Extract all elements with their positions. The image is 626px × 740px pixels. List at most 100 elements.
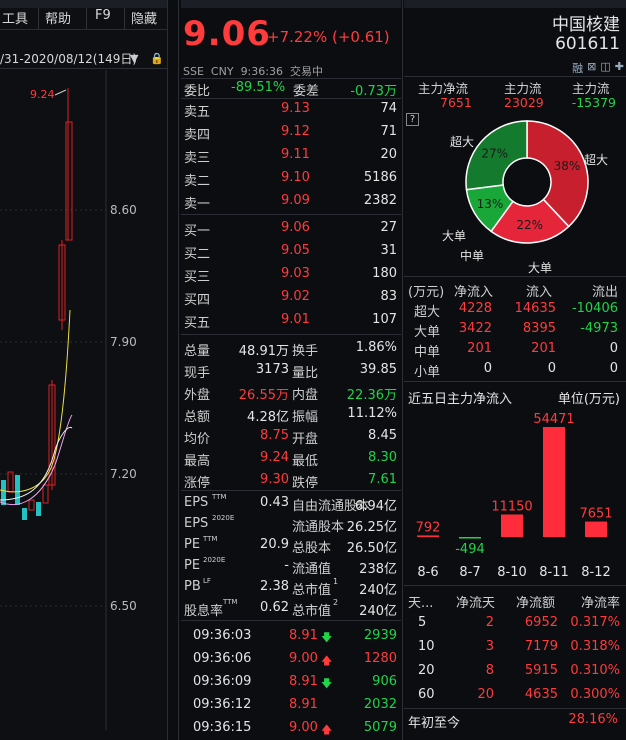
bid-price: 9.05	[281, 243, 310, 258]
pie-slice	[526, 120, 589, 228]
stat-label: 涨停	[184, 476, 211, 491]
bid-row[interactable]: 买二 9.05 31	[181, 241, 401, 264]
tools-menu[interactable]: 工具	[2, 12, 29, 27]
bid-price: 9.02	[281, 289, 310, 304]
tick-time: 09:36:12	[193, 697, 252, 712]
fundamental-label: EPS	[184, 495, 209, 510]
fundamental-label: 自由流通股本	[292, 499, 371, 514]
bar-category-label: 8-11	[539, 565, 569, 580]
bar-category-label: 8-6	[417, 565, 438, 580]
tick-time: 09:36:15	[193, 720, 252, 735]
help-icon[interactable]: ?	[406, 113, 419, 126]
net-days-count: 8	[485, 663, 494, 678]
tick-row: 09:36:09 8.91 🡇 906	[181, 671, 401, 694]
net-days-count: 2	[485, 615, 494, 630]
fundamental-value: 0.62	[260, 600, 289, 615]
bar-8-11	[543, 427, 565, 537]
flow-panel: 中国核建 601611 融 ⊠ ◫ ✚ 主力净流 主力流 主力流 7651 23…	[404, 0, 626, 740]
stat-value: 8.30	[368, 450, 397, 465]
commission-ratio-label: 委比	[184, 84, 211, 99]
bid-volume: 83	[380, 289, 397, 304]
ask-price: 9.09	[281, 193, 310, 208]
ask-row[interactable]: 卖二 9.10 5186	[181, 168, 401, 191]
bid-price: 9.06	[281, 220, 310, 235]
bid-label: 买四	[184, 293, 211, 308]
fundamental-label: 总股本	[292, 541, 332, 556]
bid-row[interactable]: 买一 9.06 27	[181, 218, 401, 241]
flow-table-row: 超大 4228 14635 -10406	[404, 299, 626, 320]
bid-label: 买五	[184, 316, 211, 331]
net-days-header-rate: 净流率	[580, 596, 620, 611]
pie-outer-label: 超大	[584, 152, 608, 167]
toolbar: 工具 帮助 F9 隐藏	[0, 8, 167, 30]
ask-row[interactable]: 卖四 9.12 71	[181, 122, 401, 145]
fundamental-sup: 1	[333, 577, 339, 586]
main-out-value: -15379	[571, 95, 616, 110]
tick-row: 09:36:12 8.91 2032	[181, 694, 401, 717]
bar-value-label: 11150	[491, 499, 532, 514]
bid-row[interactable]: 买三 9.03 180	[181, 264, 401, 287]
bar-value-label: -494	[455, 542, 485, 557]
bar-8-6	[417, 535, 439, 537]
tick-price: 9.00	[289, 720, 318, 735]
stat-row: 涨停 9.30 跌停 7.61	[181, 470, 401, 491]
margin-icon[interactable]: 融	[572, 62, 584, 75]
flow-table-row: 大单 3422 8395 -4973	[404, 319, 626, 340]
stat-value: 8.45	[368, 428, 397, 443]
stat-label: 换手	[292, 344, 319, 359]
ask-label: 卖五	[184, 105, 211, 120]
five-day-unit: 单位(万元)	[557, 392, 620, 407]
flow-row-out: -10406	[571, 301, 618, 316]
edit-icon[interactable]: ⊠	[587, 60, 597, 73]
fundamental-value: 26.50亿	[346, 541, 397, 556]
net-days-amount: 6952	[524, 615, 558, 630]
tick-time: 09:36:03	[193, 628, 252, 643]
net-days-amount: 4635	[524, 687, 558, 702]
main-out-label: 主力流	[572, 81, 610, 96]
ask-volume: 71	[380, 124, 397, 139]
net-days-day: 20	[418, 663, 435, 678]
flow-row-out: 0	[609, 341, 618, 356]
hide-button[interactable]: 隐藏	[124, 8, 167, 29]
chevron-down-icon[interactable]: ▼	[130, 52, 139, 65]
kline-chart[interactable]: 9.24 8.60 7.90 7.20 6.50	[0, 70, 168, 730]
ytd-value: 28.16%	[568, 712, 618, 727]
arrow-down-icon: 🡇	[321, 631, 333, 644]
lock-icon[interactable]: 🔒	[150, 52, 164, 65]
tick-volume: 2939	[363, 628, 397, 643]
stat-label: 量比	[292, 366, 319, 381]
pie-outer-label: 超大	[450, 134, 474, 149]
commission-ratio: -89.51%	[231, 80, 286, 95]
fundamental-sup: TTM	[212, 493, 227, 501]
stat-value: 26.55万	[238, 388, 289, 403]
ask-row[interactable]: 卖五 9.13 74	[181, 99, 401, 122]
bid-row[interactable]: 买四 9.02 83	[181, 287, 401, 310]
stat-label: 现手	[184, 366, 211, 381]
stat-row: 最高 9.24 最低 8.30	[181, 448, 401, 469]
stat-label: 外盘	[184, 388, 211, 403]
fundamental-row: PE TTM 20.9 总股本 26.50亿	[181, 535, 401, 556]
ask-row[interactable]: 卖一 9.09 2382	[181, 191, 401, 214]
help-menu[interactable]: 帮助	[38, 8, 86, 29]
net-days-count: 20	[477, 687, 494, 702]
tick-volume: 2032	[363, 697, 397, 712]
alert-icon[interactable]: ◫	[600, 60, 611, 73]
f9-button[interactable]: F9	[86, 8, 124, 29]
stock-code: 601611	[555, 34, 620, 54]
tab-strip	[0, 0, 167, 8]
ask-row[interactable]: 卖三 9.11 20	[181, 145, 401, 168]
fundamental-value: 240亿	[359, 604, 397, 619]
fundamental-value: 26.25亿	[346, 520, 397, 535]
bid-row[interactable]: 买五 9.01 107	[181, 310, 401, 333]
fundamental-label: PE	[184, 558, 201, 573]
ask-volume: 5186	[363, 170, 397, 185]
stat-value: 4.28亿	[247, 410, 289, 425]
ytd-label: 年初至今	[408, 716, 461, 731]
fundamental-row: PE 2020E - 流通值 238亿	[181, 556, 401, 577]
add-icon[interactable]: ✚	[614, 60, 624, 73]
fundamental-sup: TTM	[223, 598, 238, 606]
main-net-value: 7651	[440, 95, 472, 110]
bar-8-12	[585, 521, 607, 537]
five-day-bar-chart: 792 8-6 -494 8-7 11150 8-10 54471 8-11 7651 8-12	[416, 412, 613, 580]
bid-volume: 180	[372, 266, 397, 281]
